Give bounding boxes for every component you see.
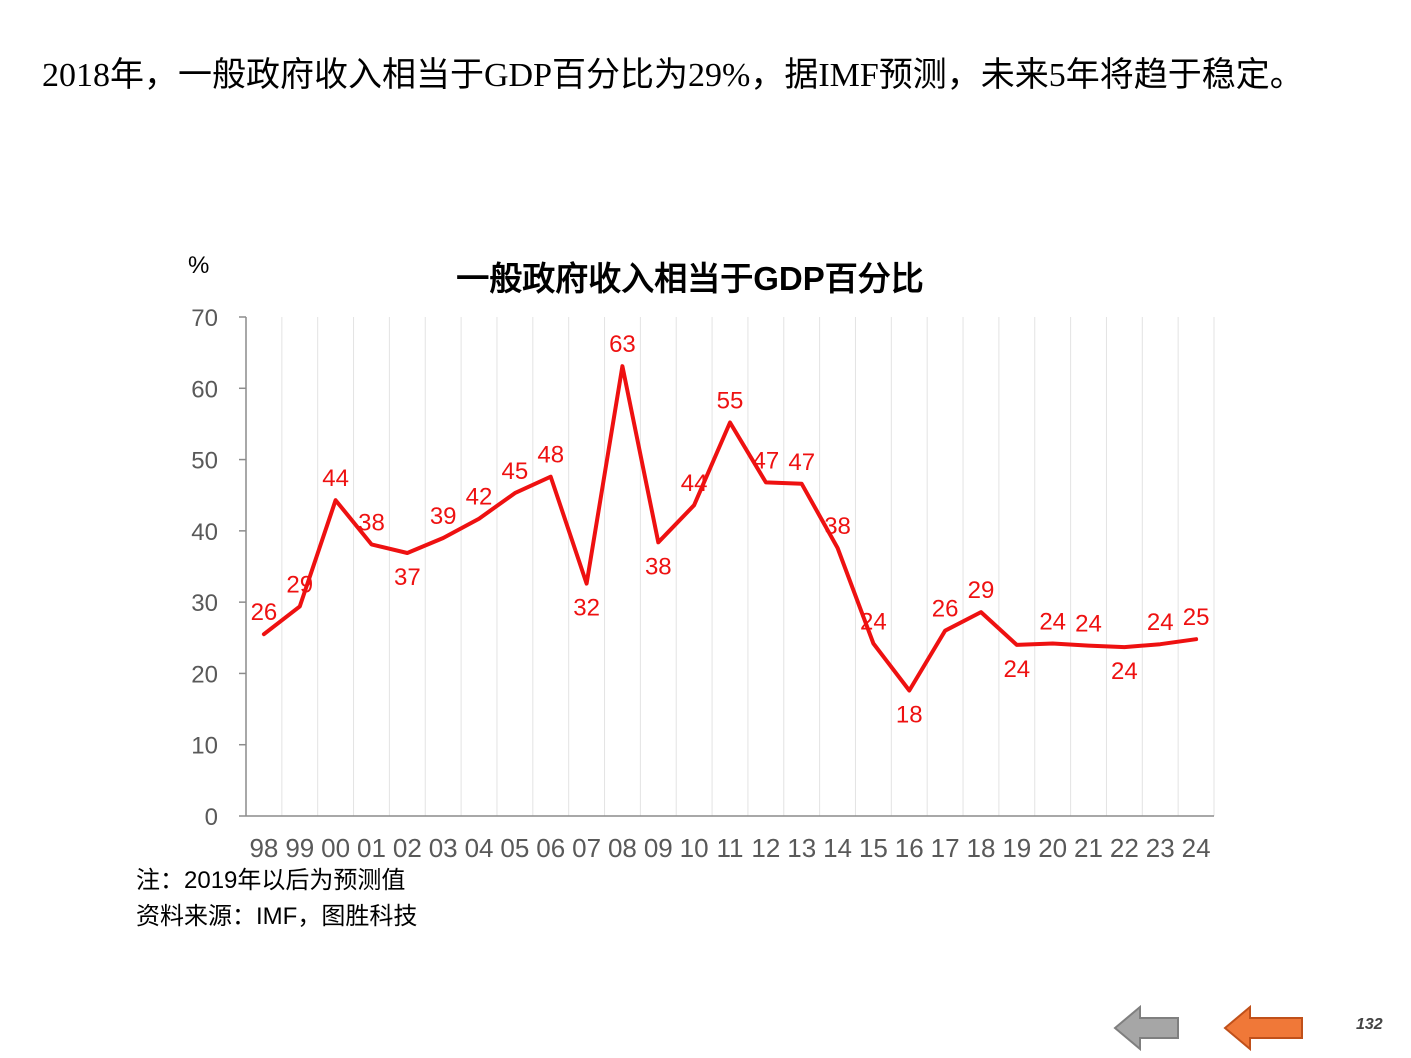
- data-label: 24: [1039, 608, 1066, 635]
- data-label: 38: [645, 553, 672, 580]
- left-arrow-icon: [1223, 1004, 1303, 1052]
- data-label: 39: [430, 503, 457, 530]
- data-label: 55: [717, 388, 744, 415]
- data-label: 32: [573, 595, 600, 622]
- x-tick-label: 08: [608, 833, 637, 863]
- chart-series: [261, 364, 1199, 693]
- headline: 2018年，一般政府收入相当于GDP百分比为29%，据IMF预测，未来5年将趋于…: [42, 57, 1304, 94]
- x-tick-label: 18: [967, 833, 996, 863]
- data-label: 24: [1003, 656, 1030, 683]
- chart-axes: [239, 316, 1214, 817]
- x-tick-label: 06: [536, 833, 565, 863]
- x-tick-label: 22: [1110, 833, 1139, 863]
- data-label: 24: [1111, 658, 1138, 685]
- forecast-note: 注：2019年以后为预测值: [136, 867, 406, 894]
- page-number: 132: [1356, 1016, 1383, 1033]
- chart-grid: [281, 317, 1215, 816]
- next-page-button[interactable]: [1222, 1004, 1306, 1057]
- x-tick-label: 05: [500, 833, 529, 863]
- data-label: 44: [681, 470, 708, 497]
- data-label: 42: [466, 484, 493, 511]
- x-tick-label: 15: [859, 833, 888, 863]
- y-tick-label: 20: [191, 661, 218, 688]
- x-tick-label: 13: [787, 833, 816, 863]
- x-tick-label: 07: [572, 833, 601, 863]
- y-unit-label: %: [188, 252, 210, 279]
- x-tick-labels: 98 99 00 01 02 03 04 05 06 07 08 09 10 11 12 13 14 15 16 17…: [249, 833, 1210, 863]
- left-arrow-icon: [1113, 1004, 1179, 1052]
- x-tick-label: 24: [1182, 833, 1211, 863]
- data-label: 26: [251, 599, 278, 626]
- x-tick-label: 02: [393, 833, 422, 863]
- x-tick-label: 12: [751, 833, 780, 863]
- x-tick-label: 14: [823, 833, 852, 863]
- y-tick-label: 50: [191, 448, 218, 475]
- x-tick-label: 98: [249, 833, 278, 863]
- data-labels: 26 29 44 38 37 39 42 45 48 32 63 38 44 55 47 47 38 24 18 26…: [251, 331, 1210, 728]
- data-label: 47: [753, 447, 780, 474]
- x-tick-label: 20: [1038, 833, 1067, 863]
- x-tick-label: 23: [1146, 833, 1175, 863]
- data-label: 26: [932, 596, 959, 623]
- y-tick-label: 0: [205, 804, 218, 831]
- x-tick-label: 00: [321, 833, 350, 863]
- data-label: 37: [394, 564, 421, 591]
- data-label: 29: [968, 577, 995, 604]
- data-label: 47: [788, 449, 815, 476]
- chart-title: 一般政府收入相当于GDP百分比: [456, 260, 924, 297]
- series-line: [261, 364, 1199, 693]
- y-tick-labels: 0 10 20 30 40 50 60 70: [191, 305, 218, 831]
- x-tick-label: 21: [1074, 833, 1103, 863]
- y-tick-label: 60: [191, 376, 218, 403]
- x-tick-label: 03: [429, 833, 458, 863]
- data-label: 24: [1075, 611, 1102, 638]
- data-label: 18: [896, 702, 923, 729]
- data-label: 45: [502, 458, 529, 485]
- data-label: 38: [824, 513, 851, 540]
- x-tick-label: 09: [644, 833, 673, 863]
- x-tick-label: 17: [931, 833, 960, 863]
- data-label: 38: [358, 509, 385, 536]
- x-tick-label: 11: [717, 833, 744, 863]
- y-tick-label: 70: [191, 305, 218, 332]
- y-tick-label: 40: [191, 519, 218, 546]
- y-tick-label: 10: [191, 733, 218, 760]
- x-tick-label: 19: [1002, 833, 1031, 863]
- x-tick-label: 99: [285, 833, 314, 863]
- data-label: 44: [322, 465, 349, 492]
- x-tick-label: 01: [357, 833, 386, 863]
- data-label: 63: [609, 331, 636, 358]
- x-tick-label: 04: [465, 833, 494, 863]
- data-label: 25: [1183, 604, 1210, 631]
- source-note: 资料来源：IMF，图胜科技: [136, 903, 418, 930]
- data-label: 24: [1147, 609, 1174, 636]
- data-label: 24: [860, 608, 887, 635]
- x-tick-label: 10: [680, 833, 709, 863]
- y-tick-label: 30: [191, 590, 218, 617]
- previous-page-button[interactable]: [1112, 1004, 1182, 1057]
- x-tick-label: 16: [895, 833, 924, 863]
- data-label: 48: [537, 442, 564, 469]
- data-label: 29: [286, 571, 313, 598]
